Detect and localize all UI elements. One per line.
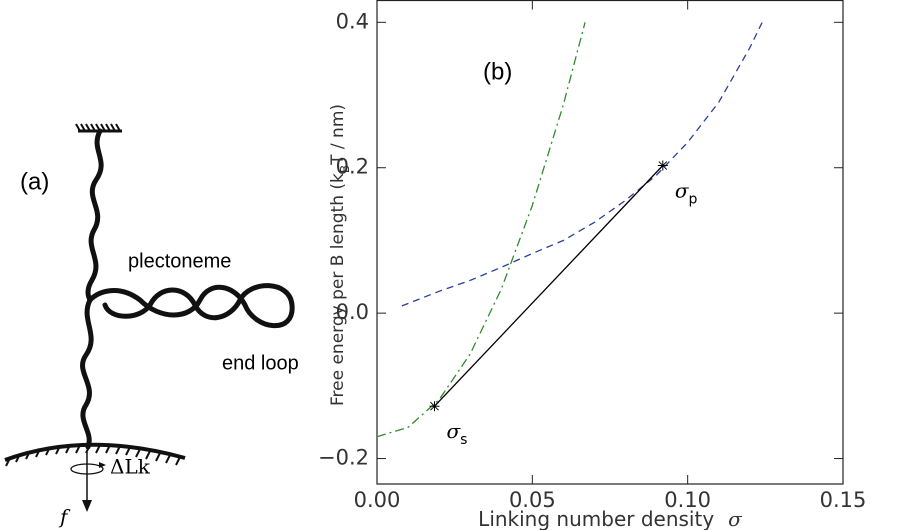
x-tick-label: 0.10 xyxy=(664,488,711,512)
y-axis-label-part: T / nm) xyxy=(328,104,348,166)
x-axis-label-text: Linking number density xyxy=(478,507,714,530)
y-tick-label: 0.2 xyxy=(336,155,369,179)
hatch xyxy=(75,123,121,132)
marker-symbol: σ xyxy=(675,178,690,202)
twist-arrow xyxy=(70,463,104,475)
marker-label: σs xyxy=(446,419,467,449)
label: ΔLk xyxy=(110,455,151,479)
plectoneme xyxy=(87,283,295,329)
marker-symbol: σ xyxy=(446,419,461,443)
marker-label: σp xyxy=(675,178,698,208)
plot-frame xyxy=(376,0,844,485)
marker-subscript: s xyxy=(460,432,467,448)
line xyxy=(401,22,763,307)
x-tick-label: 0.15 xyxy=(820,488,867,512)
y-tick-label: −0.2 xyxy=(318,446,369,470)
y-tick-label: 0.0 xyxy=(336,300,369,324)
rope-upper xyxy=(85,128,104,303)
x-axis-symbol: σ xyxy=(728,507,743,530)
x-tick-label: 0.05 xyxy=(509,488,556,512)
panel-label: (a) xyxy=(20,168,49,195)
arrow-head xyxy=(99,462,106,468)
diagram: (a) plectoneme end loop ΔLk f xyxy=(4,123,299,529)
line xyxy=(434,165,664,407)
bottom-plate xyxy=(4,442,186,462)
panel-label: (b) xyxy=(483,58,512,85)
label: end loop xyxy=(222,352,299,374)
marker xyxy=(429,401,440,412)
x-axis-label: Linking number density σ xyxy=(478,507,743,530)
y-axis-label-part: B xyxy=(338,165,352,173)
chart: 0.00 0.05 0.10 0.15 −0.2 0.0 0.2 0.4 Linking num… xyxy=(318,0,867,530)
arrow-head xyxy=(82,500,92,512)
x-tick-label: 0.00 xyxy=(354,488,401,512)
label: plectoneme xyxy=(128,250,231,272)
marker-subscript: p xyxy=(688,192,697,208)
y-axis-label: Free energy per B length (kBT / nm) xyxy=(328,104,352,406)
y-axis-label-part: Free energy per B length (k xyxy=(328,173,348,406)
line xyxy=(376,22,586,438)
hatch xyxy=(5,444,181,467)
marker xyxy=(657,160,668,171)
label: f xyxy=(58,505,71,529)
y-tick-label: 0.4 xyxy=(336,9,369,33)
rope-lower xyxy=(80,297,94,450)
